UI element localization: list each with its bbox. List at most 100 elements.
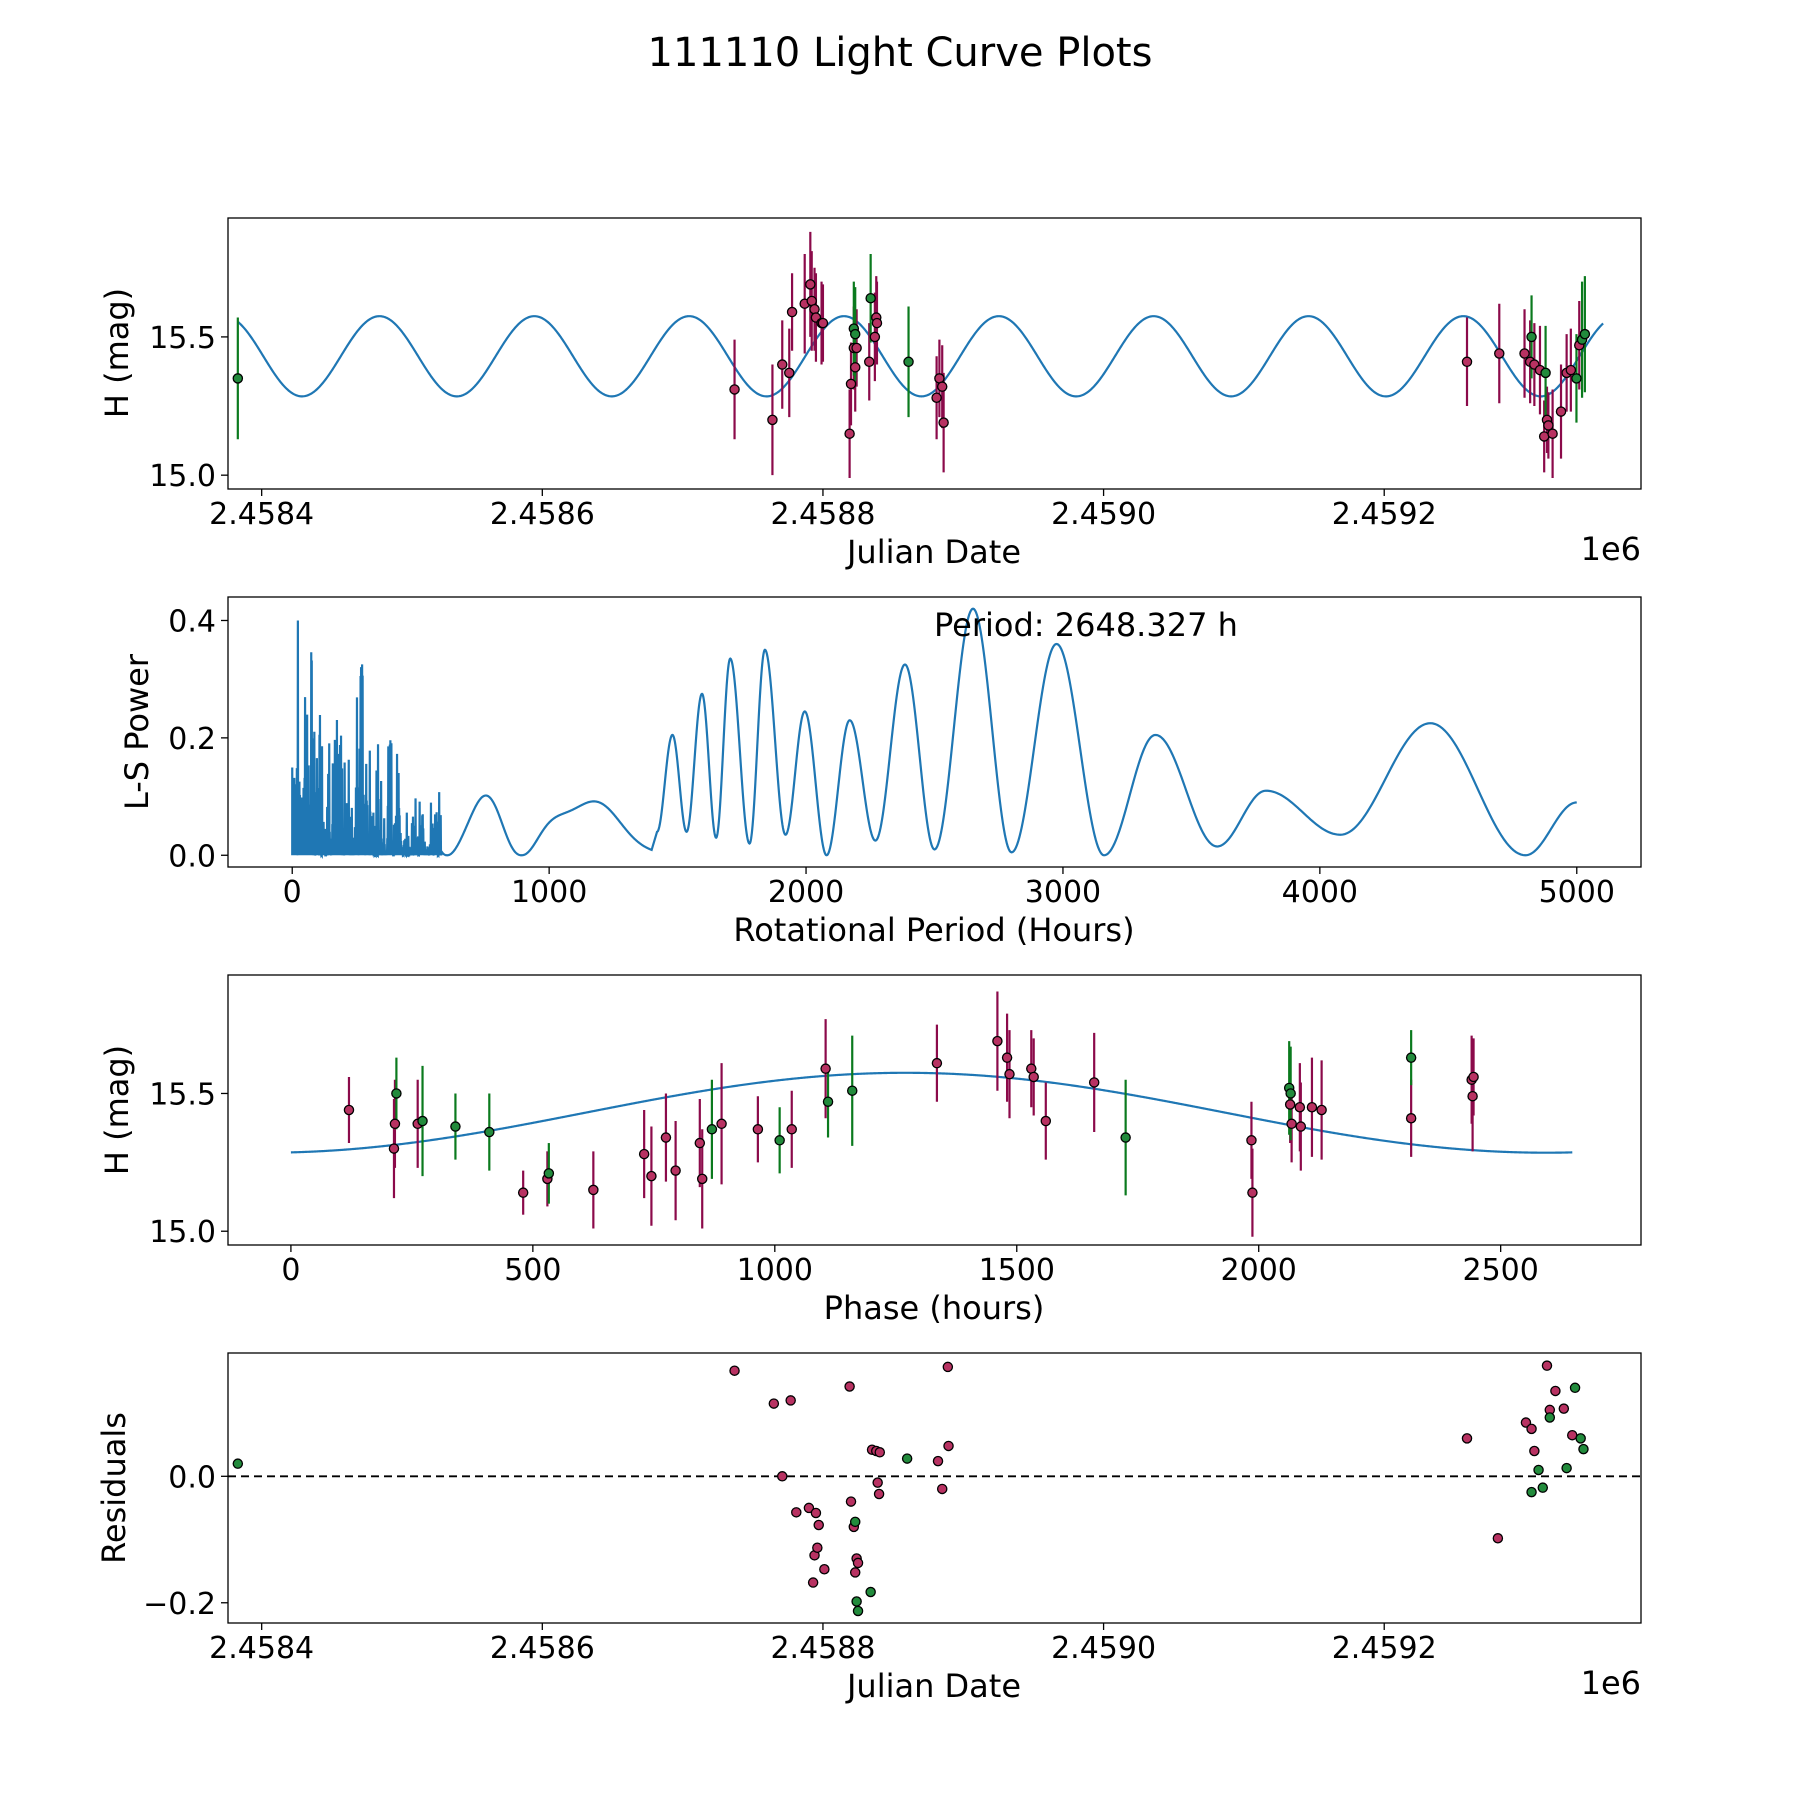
- periodogram-axes-frame: [227, 596, 1642, 868]
- ls-ytick-label: 0.0: [168, 839, 216, 874]
- data-point: [1547, 428, 1558, 439]
- resid-ytick-label: 0.0: [168, 1460, 216, 1495]
- data-point: [786, 1124, 797, 1135]
- lc-xtick-label: 2.4592: [1332, 497, 1437, 532]
- data-point: [1040, 1115, 1052, 1127]
- figure-title: 111110 Light Curve Plots: [648, 30, 1153, 76]
- data-point: [638, 1148, 650, 1160]
- data-point: [1316, 1104, 1327, 1116]
- data-point: [1001, 1052, 1013, 1063]
- residual-point: [1558, 1403, 1570, 1414]
- residual-point: [1492, 1533, 1504, 1544]
- data-point: [450, 1121, 461, 1132]
- residual-point: [819, 1564, 830, 1575]
- ls-xtick-label: 3000: [1025, 875, 1101, 910]
- data-point: [1519, 348, 1530, 359]
- resid-xtick-label: 2.4584: [209, 1631, 314, 1666]
- data-point: [417, 1115, 428, 1127]
- resid-xtick-label: 2.4590: [1051, 1631, 1156, 1666]
- residuals-x-ticks: 2.4584 2.4586 2.4588 2.4590 2.4592: [209, 1623, 1437, 1666]
- data-point: [646, 1170, 657, 1182]
- phase-xtick-label: 1500: [979, 1253, 1055, 1288]
- lightcurve-panel: 2.4584 2.4586 2.4588 2.4590 2.4592 15.015.5 …: [98, 217, 1642, 571]
- residuals-axes-frame: [227, 1352, 1642, 1624]
- lightcurve-y-ticks: 15.0 15.5: [149, 321, 228, 494]
- phase-xtick-label: 0: [281, 1253, 300, 1288]
- data-point: [1468, 1071, 1479, 1083]
- phase-ylabel: H (mag): [98, 1045, 136, 1175]
- data-point: [1540, 367, 1551, 379]
- residuals-y-ticks: −0.2 0.0: [143, 1460, 228, 1622]
- resid-xtick-label: 2.4586: [490, 1631, 595, 1666]
- data-point: [232, 373, 244, 384]
- phase-xtick-label: 2000: [1221, 1253, 1297, 1288]
- phase-xtick-label: 500: [504, 1253, 561, 1288]
- ls-xtick-label: 1000: [511, 875, 587, 910]
- data-point: [588, 1184, 599, 1196]
- residual-point: [1561, 1462, 1572, 1474]
- residual-point: [791, 1507, 802, 1518]
- residual-point: [803, 1502, 815, 1514]
- data-point: [484, 1126, 495, 1138]
- residual-point: [852, 1605, 864, 1617]
- residuals-ylabel: Residuals: [95, 1412, 133, 1564]
- data-point: [849, 362, 861, 373]
- data-point: [931, 392, 942, 403]
- ls-xtick-label: 4000: [1282, 875, 1358, 910]
- residual-point: [813, 1519, 824, 1531]
- periodogram-plot-area: [291, 607, 1577, 860]
- residual-point: [943, 1440, 954, 1452]
- ls-xtick-label: 5000: [1539, 875, 1615, 910]
- periodogram-x-ticks: 0 1000 2000 3000 4000 5000: [283, 867, 1615, 910]
- resid-ytick-label: −0.2: [143, 1587, 216, 1622]
- data-point: [752, 1124, 764, 1135]
- model-curve: [290, 1071, 1573, 1154]
- residual-point: [1544, 1412, 1556, 1423]
- data-point: [864, 356, 875, 368]
- data-point: [846, 1085, 858, 1096]
- residual-point: [812, 1542, 823, 1554]
- data-point: [670, 1165, 681, 1176]
- data-point: [1579, 328, 1591, 340]
- data-point: [1543, 420, 1554, 431]
- data-point: [774, 1135, 785, 1146]
- data-point: [1306, 1101, 1318, 1113]
- data-point: [1285, 1088, 1296, 1099]
- lc-ytick-label: 15.5: [149, 321, 216, 356]
- lc-xtick-label: 2.4586: [490, 497, 595, 532]
- data-point: [992, 1035, 1003, 1047]
- data-point: [851, 342, 862, 354]
- data-point: [938, 417, 949, 428]
- data-point: [844, 428, 855, 439]
- residual-point: [810, 1507, 822, 1519]
- model-curve: [237, 315, 1604, 398]
- data-point: [1284, 1099, 1296, 1110]
- data-point: [343, 1104, 355, 1116]
- phase-ytick-label: 15.5: [149, 1077, 216, 1112]
- data-point: [1526, 331, 1537, 343]
- lc-ytick-label: 15.0: [149, 459, 216, 494]
- ls-ytick-label: 0.2: [168, 722, 216, 757]
- residual-point: [807, 1577, 819, 1588]
- data-point: [389, 1118, 401, 1130]
- data-point: [1494, 348, 1505, 359]
- residual-point: [785, 1395, 796, 1406]
- residual-point: [1526, 1486, 1537, 1498]
- data-point: [784, 367, 795, 379]
- lc-xtick-label: 2.4590: [1051, 497, 1156, 532]
- residual-point: [232, 1458, 244, 1469]
- data-point: [729, 384, 740, 395]
- data-point: [696, 1173, 708, 1185]
- residual-point: [1537, 1482, 1549, 1493]
- phase-xtick-label: 1000: [737, 1253, 813, 1288]
- residual-point: [901, 1453, 913, 1464]
- phase-ytick-label: 15.0: [149, 1215, 216, 1250]
- residuals-plot-area: [228, 1360, 1641, 1617]
- data-point: [869, 331, 881, 343]
- data-point: [716, 1118, 727, 1130]
- data-point: [865, 292, 876, 304]
- data-point: [817, 317, 829, 329]
- residual-point: [1569, 1382, 1581, 1394]
- data-point: [1405, 1052, 1417, 1063]
- data-point: [517, 1187, 529, 1198]
